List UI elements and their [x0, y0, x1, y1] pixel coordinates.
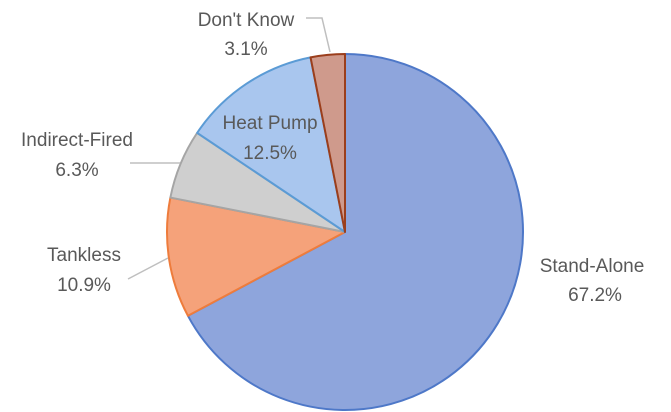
- pie-slice-tankless: [166, 196, 346, 317]
- slice-label-indirect-fired: Indirect-Fired: [21, 130, 133, 151]
- slice-label-stand-alone: Stand-Alone: [540, 256, 645, 277]
- pie-slice-heat-pump: [196, 56, 346, 233]
- leader-line-tankless: [127, 257, 169, 280]
- pie-slice-stand-alone: [186, 53, 524, 411]
- slice-label-heat-pump: Heat Pump: [222, 113, 317, 134]
- pie-slice-don-t-know: [309, 53, 346, 233]
- pie-slices: [166, 53, 524, 411]
- slice-label-tankless: Tankless: [47, 245, 121, 266]
- slice-label-dont-know: Don't Know: [198, 10, 295, 31]
- slice-percent-tankless: 10.9%: [57, 275, 111, 296]
- slice-percent-stand-alone: 67.2%: [568, 285, 622, 306]
- leader-lines: [127, 17, 331, 280]
- leader-line-dont-know: [306, 17, 331, 53]
- slice-percent-heat-pump: 12.5%: [243, 143, 297, 164]
- slice-percent-dont-know: 3.1%: [224, 39, 267, 60]
- slice-percent-indirect-fired: 6.3%: [55, 160, 98, 181]
